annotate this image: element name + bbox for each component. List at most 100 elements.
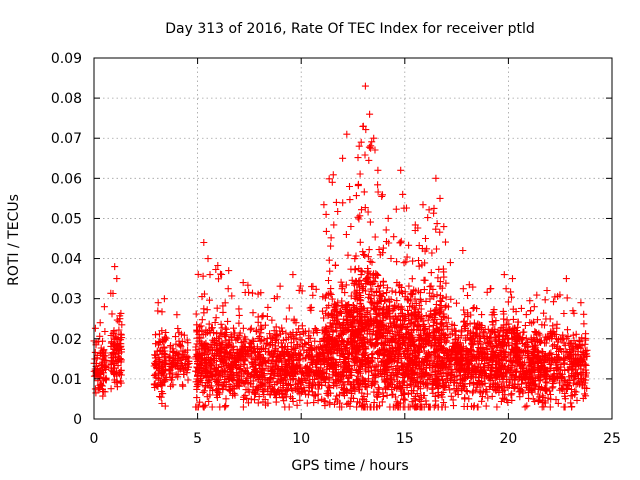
- data-point: [524, 389, 532, 396]
- data-point: [285, 381, 292, 388]
- data-point: [571, 373, 579, 381]
- data-point: [289, 271, 297, 279]
- data-point: [210, 356, 218, 364]
- data-point: [237, 368, 245, 376]
- data-point: [531, 337, 539, 345]
- data-point: [377, 298, 385, 305]
- data-point: [291, 345, 299, 352]
- data-point: [546, 315, 554, 323]
- data-point: [427, 269, 435, 277]
- data-point: [503, 316, 511, 324]
- data-point: [476, 326, 484, 334]
- data-point: [342, 231, 350, 238]
- data-point: [457, 385, 465, 393]
- data-point: [521, 403, 529, 411]
- data-point: [176, 340, 183, 348]
- data-point: [116, 377, 124, 385]
- data-point: [478, 356, 486, 364]
- data-point: [214, 262, 222, 269]
- data-point: [248, 343, 256, 351]
- data-point: [432, 225, 440, 233]
- data-point: [168, 360, 176, 368]
- data-point: [226, 387, 234, 395]
- data-point: [374, 282, 382, 290]
- data-point: [465, 281, 473, 289]
- data-point: [522, 334, 530, 342]
- data-point: [361, 343, 369, 351]
- data-point: [392, 393, 399, 401]
- data-point: [413, 314, 421, 322]
- data-point: [363, 308, 371, 316]
- data-point: [352, 350, 360, 358]
- data-point: [212, 352, 220, 360]
- data-point: [329, 328, 337, 336]
- data-point: [347, 292, 355, 300]
- data-point: [326, 267, 334, 275]
- data-point: [579, 380, 586, 388]
- data-point: [414, 308, 422, 316]
- data-point: [472, 370, 480, 378]
- data-point: [422, 337, 430, 345]
- data-point: [580, 356, 588, 364]
- data-point: [151, 360, 159, 368]
- data-point: [314, 397, 322, 405]
- data-point: [501, 348, 509, 356]
- data-point: [350, 394, 357, 402]
- data-point: [463, 388, 471, 396]
- data-point: [96, 319, 104, 327]
- data-point: [523, 402, 531, 410]
- data-point: [499, 394, 507, 402]
- data-point: [296, 282, 304, 290]
- data-point: [287, 376, 295, 384]
- data-point: [477, 389, 485, 397]
- data-point: [364, 267, 372, 275]
- data-point: [235, 311, 243, 319]
- data-point: [470, 381, 478, 389]
- data-point: [255, 352, 262, 360]
- data-point: [160, 295, 168, 303]
- data-point: [336, 374, 344, 382]
- data-point: [335, 334, 343, 342]
- data-point: [411, 295, 419, 303]
- data-point: [483, 345, 491, 353]
- data-point: [278, 366, 286, 374]
- data-point: [483, 335, 491, 343]
- data-point: [115, 318, 123, 326]
- data-point: [343, 388, 351, 396]
- data-point: [312, 285, 320, 293]
- data-point: [434, 370, 442, 378]
- data-point: [211, 366, 219, 374]
- data-point: [199, 388, 207, 396]
- data-point: [416, 385, 424, 393]
- data-point: [332, 376, 340, 384]
- data-point: [381, 377, 389, 385]
- data-point: [361, 82, 369, 90]
- data-point: [527, 387, 535, 395]
- data-point: [556, 386, 564, 394]
- data-point: [204, 255, 212, 263]
- data-point: [408, 398, 416, 406]
- data-point: [179, 351, 187, 359]
- data-point: [228, 292, 236, 300]
- data-point: [421, 325, 429, 333]
- data-point: [390, 376, 398, 384]
- data-point: [93, 354, 101, 362]
- data-point: [290, 315, 298, 323]
- data-point: [363, 323, 371, 331]
- data-point: [175, 355, 183, 363]
- data-point: [158, 381, 166, 389]
- data-point: [346, 196, 354, 204]
- data-point: [221, 403, 229, 411]
- data-point: [327, 234, 335, 242]
- data-point: [525, 380, 533, 388]
- data-point: [376, 294, 383, 302]
- data-point: [522, 379, 530, 387]
- data-point: [294, 341, 302, 349]
- data-point: [353, 342, 361, 350]
- data-point: [445, 381, 453, 389]
- data-point: [420, 286, 428, 294]
- data-point: [321, 330, 329, 338]
- data-point: [208, 350, 216, 358]
- data-point: [402, 366, 409, 374]
- data-point: [509, 305, 517, 313]
